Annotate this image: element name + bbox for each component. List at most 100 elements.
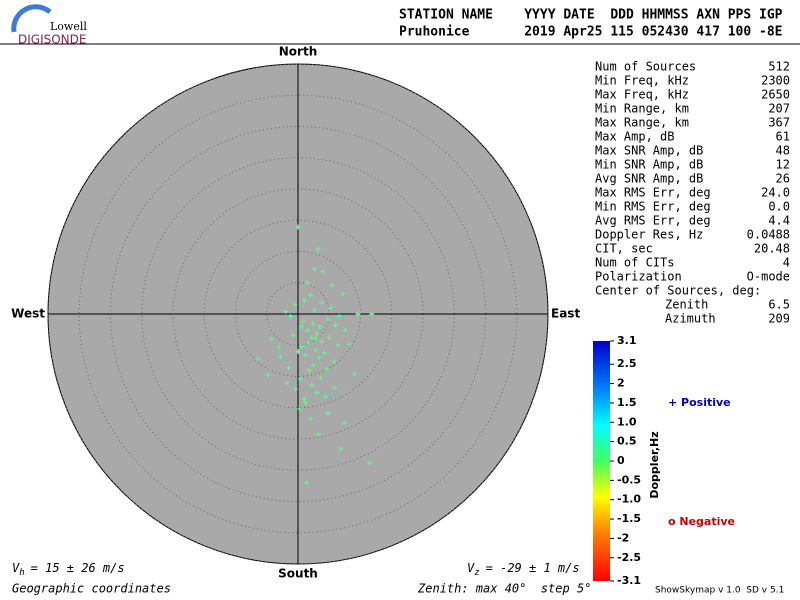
source-point [343,327,348,333]
direction-label: South [278,567,318,581]
source-point [296,406,302,412]
velocity-z: Vz = -29 ± 1 m/s [467,561,580,578]
source-point [336,314,342,319]
colorbar-label: Doppler,Hz [648,431,661,498]
source-point [328,305,333,311]
stat-value: 2300 [761,74,790,88]
source-point [301,396,307,402]
source-point [333,322,338,328]
colorbar [593,341,610,581]
colorbar-tick-label: 3.1 [617,334,637,347]
source-point [308,292,313,298]
source-point [311,266,317,272]
source-point [308,416,313,422]
source-point [283,309,288,314]
source-point [284,380,290,386]
stat-value: 48 [776,144,790,158]
source-point [309,382,315,388]
source-point [351,371,357,377]
stat-label: Min RMS Err, deg [595,200,711,214]
stat-label: Min Range, km [595,102,689,116]
direction-label: East [551,307,580,321]
source-point [311,362,317,368]
stat-value: 0.0 [768,200,790,214]
center-title: Center of Sources, deg: [595,284,761,298]
source-point [315,246,321,252]
source-point [269,336,275,342]
stat-label: Polarization [595,270,682,284]
source-point [323,394,328,399]
source-point [341,420,347,426]
stat-value: 12 [776,158,790,172]
colorbar-tick-label: -0.5 [617,473,641,486]
source-point [313,347,318,353]
source-point [309,335,315,341]
source-point [288,314,293,319]
source-point [326,335,332,341]
source-point [313,336,318,342]
source-point [305,327,311,333]
source-point [303,352,308,358]
source-point [276,345,282,351]
source-point [316,355,322,361]
stat-value: 512 [768,60,790,74]
stat-value: 61 [776,130,790,144]
colorbar-tick-label: 0 [617,454,625,467]
source-point [318,375,323,381]
source-point [304,280,310,286]
stat-value: 0.0488 [747,228,790,242]
colorbar-tick-label: 2 [617,377,625,390]
stat-label: CIT, sec [595,242,653,256]
stat-label: Max SNR Amp, dB [595,144,703,158]
source-point [329,282,335,288]
header-line: STATION NAME YYYY DATE DDD HHMMSS AXN PP… [399,8,783,23]
source-point [290,332,296,338]
stat-label: Max RMS Err, deg [595,186,711,200]
stat-label: Min Freq, kHz [595,74,689,88]
stat-value: 2650 [761,88,790,102]
center-value: 6.5 [768,298,790,312]
stat-value: 207 [768,102,790,116]
source-point [292,302,298,308]
source-point [303,400,308,406]
source-point [355,311,361,317]
source-point [314,331,320,337]
direction-label: West [11,307,45,321]
source-point [305,340,311,346]
stat-label: Num of Sources [595,60,696,74]
source-point [366,460,372,466]
source-point [321,350,327,356]
stat-value: 20.48 [754,242,790,256]
source-point [311,307,317,313]
colorbar-tick-label: 2.5 [617,357,637,370]
stat-value: 26 [776,172,790,186]
zenith-note: Zenith: max 40° step 5° [417,582,591,596]
source-point [295,224,301,230]
source-point [304,480,310,486]
source-point [301,297,307,303]
stat-value: 24.0 [761,186,790,200]
logo-bottom: DIGISONDE [18,33,86,47]
stat-value: 367 [768,116,790,130]
source-point [319,339,325,344]
source-point [319,300,325,306]
stat-value: 4.4 [768,214,790,228]
stat-label: Num of CITs [595,256,674,270]
stat-label: Doppler Res, Hz [595,228,703,242]
source-point [325,410,331,416]
source-point [324,366,330,372]
source-point [335,342,341,348]
source-point [317,324,323,329]
stat-label: Avg RMS Err, deg [595,214,711,228]
source-point [299,324,305,329]
source-point [310,321,316,327]
colorbar-tick-label: 0.5 [617,435,637,448]
legend-positive: + Positive [668,396,731,409]
colorbar-tick-label: -2 [617,531,629,544]
source-point [340,291,346,297]
source-point [331,385,337,391]
colorbar-tick-label: -2.5 [617,551,641,564]
source-point [300,319,306,324]
colorbar-tick-label: 1.5 [617,396,637,409]
